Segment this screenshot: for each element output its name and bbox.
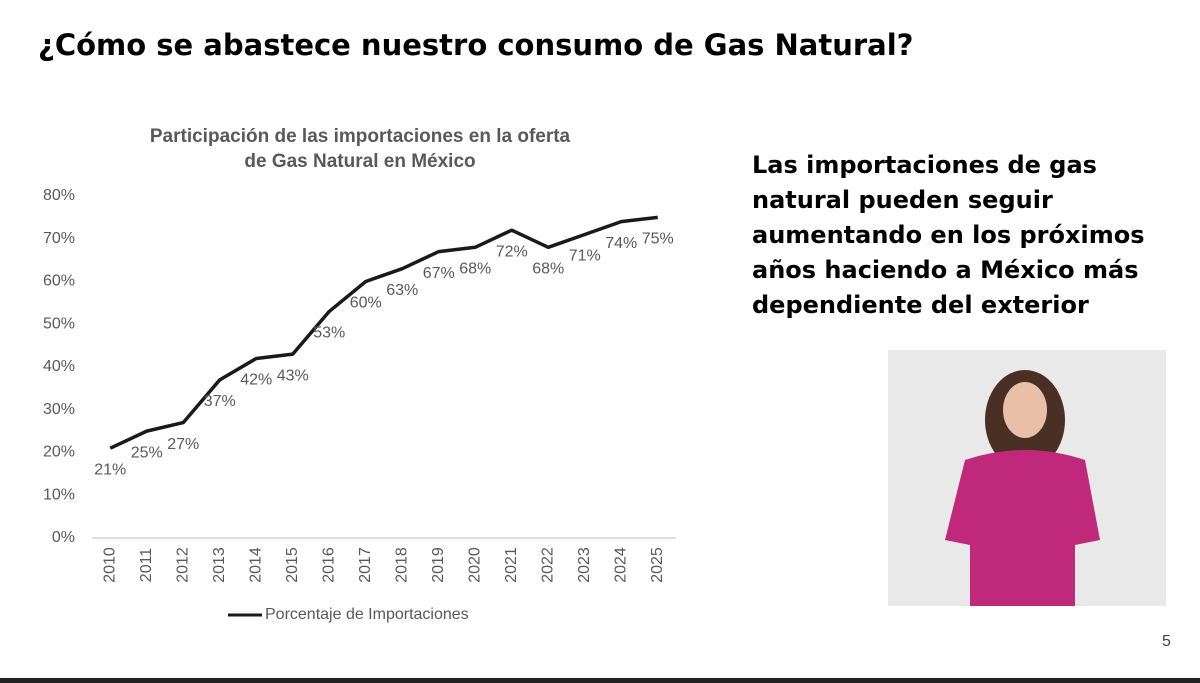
y-tick-label: 60% [43, 273, 75, 290]
x-tick-label: 2019 [430, 547, 447, 583]
data-label: 43% [277, 367, 309, 384]
data-label: 75% [642, 231, 674, 248]
x-tick-label: 2013 [211, 547, 228, 583]
bottom-bar [0, 678, 1200, 683]
data-label: 71% [569, 248, 601, 265]
x-tick-label: 2022 [539, 547, 556, 583]
chart-title: Participación de las importaciones en la… [150, 126, 571, 147]
series-line [109, 215, 658, 450]
y-tick-label: 20% [43, 444, 75, 461]
x-tick-label: 2017 [357, 547, 374, 583]
y-tick-label: 0% [52, 529, 75, 546]
interpreter-body [945, 450, 1100, 606]
y-tick-label: 40% [43, 358, 75, 375]
legend-label: Porcentaje de Importaciones [265, 606, 469, 623]
y-tick-label: 70% [43, 230, 75, 247]
x-tick-label: 2014 [247, 547, 264, 583]
x-tick-label: 2015 [284, 547, 301, 583]
side-text: Las importaciones de gas natural pueden … [752, 151, 1145, 319]
data-label: 68% [532, 261, 564, 278]
x-tick-label: 2016 [320, 547, 337, 583]
data-label: 74% [605, 235, 637, 252]
x-tick-label: 2011 [138, 548, 155, 583]
data-label: 21% [94, 461, 126, 478]
y-tick-label: 10% [43, 486, 75, 503]
x-tick-label: 2024 [612, 547, 629, 583]
x-tick-label: 2025 [649, 547, 666, 583]
data-label: 63% [386, 282, 418, 299]
page-number: 5 [1162, 633, 1171, 650]
data-label: 67% [423, 265, 455, 282]
y-tick-label: 30% [43, 401, 75, 418]
data-label: 53% [313, 325, 345, 342]
x-tick-label: 2018 [393, 547, 410, 583]
x-tick-label: 2010 [101, 547, 118, 583]
data-label: 72% [496, 243, 528, 260]
data-label: 25% [131, 444, 163, 461]
chart-title: de Gas Natural en México [244, 151, 475, 172]
data-label: 42% [240, 372, 272, 389]
data-label: 60% [350, 295, 382, 312]
x-tick-label: 2012 [174, 547, 191, 583]
x-tick-label: 2023 [576, 547, 593, 583]
x-tick-label: 2020 [466, 547, 483, 583]
interpreter-face [1003, 382, 1047, 438]
data-label: 27% [167, 436, 199, 453]
x-tick-label: 2021 [503, 547, 520, 583]
y-tick-label: 80% [43, 187, 75, 204]
data-label: 68% [459, 261, 491, 278]
slide-title: ¿Cómo se abastece nuestro consumo de Gas… [38, 28, 914, 62]
y-tick-label: 50% [43, 315, 75, 332]
data-label: 37% [204, 393, 236, 410]
